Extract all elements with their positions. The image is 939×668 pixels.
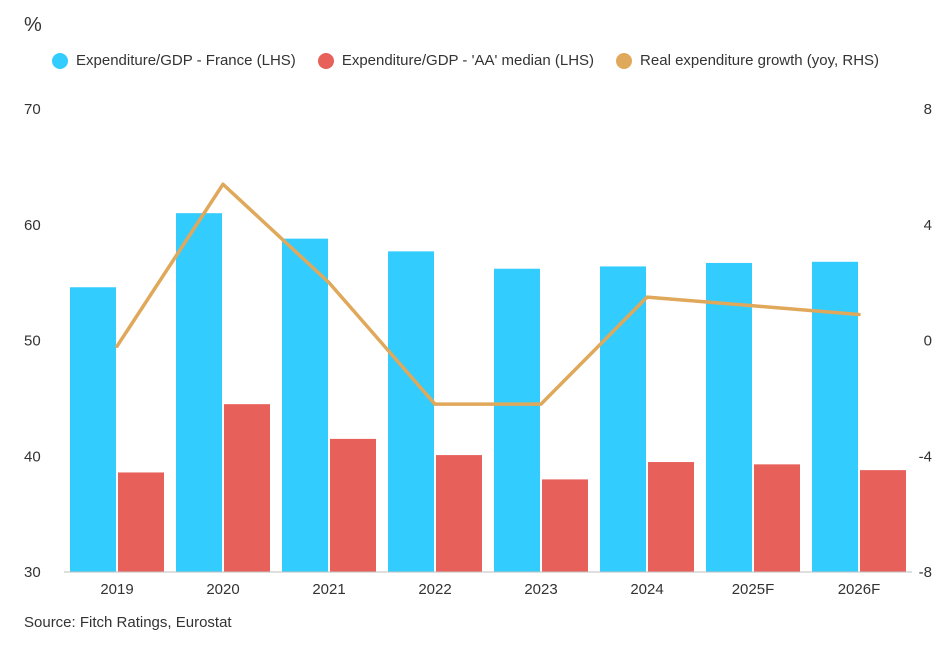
x-axis-tick-label: 2020 bbox=[206, 581, 239, 598]
x-axis-tick-label: 2024 bbox=[630, 581, 663, 598]
bar-france-2023[interactable] bbox=[494, 268, 540, 572]
bar-aa-median-2022[interactable] bbox=[436, 455, 482, 572]
real-growth-point-2026F[interactable] bbox=[857, 312, 861, 316]
real-growth-point-2023[interactable] bbox=[539, 402, 543, 406]
bar-france-2020[interactable] bbox=[176, 213, 222, 573]
legend-marker-france-icon bbox=[52, 52, 68, 69]
right-axis-tick-label: 4 bbox=[924, 217, 932, 234]
legend-marker-aa-median-icon bbox=[317, 52, 334, 69]
real-growth-line[interactable] bbox=[115, 182, 861, 406]
left-axis: 30 40 50 60 70 bbox=[24, 101, 41, 581]
bar-aa-median-2026F[interactable] bbox=[860, 470, 906, 572]
bar-france-2026F[interactable] bbox=[812, 261, 858, 572]
bar-france-2022[interactable] bbox=[388, 251, 434, 572]
left-axis-tick-label: 60 bbox=[24, 217, 41, 234]
x-axis: 2019 2020 2021 2022 2023 2024 2025F 2026F bbox=[100, 581, 880, 598]
left-axis-tick-label: 40 bbox=[24, 448, 41, 465]
bar-aa-median-2019[interactable] bbox=[118, 472, 164, 572]
left-axis-tick-label: 50 bbox=[24, 333, 41, 350]
y-axis-unit-label: % bbox=[24, 14, 42, 36]
legend-label-aa-median: Expenditure/GDP - 'AA' median (LHS) bbox=[341, 52, 595, 69]
bar-france-2024[interactable] bbox=[600, 266, 646, 572]
x-axis-tick-label: 2022 bbox=[418, 581, 451, 598]
right-axis-tick-label: -4 bbox=[919, 448, 932, 465]
x-axis-tick-label: 2026F bbox=[838, 581, 881, 598]
bar-france-2025F[interactable] bbox=[706, 262, 752, 572]
real-growth-point-2022[interactable] bbox=[433, 402, 437, 406]
legend-label-real-growth: Real expenditure growth (yoy, RHS) bbox=[640, 52, 880, 69]
real-growth-point-2020[interactable] bbox=[221, 182, 225, 186]
bars-group bbox=[70, 213, 906, 573]
right-axis-tick-label: 0 bbox=[924, 333, 932, 350]
source-note: Source: Fitch Ratings, Eurostat bbox=[24, 614, 232, 631]
x-axis-tick-label: 2025F bbox=[732, 581, 775, 598]
real-growth-point-2021[interactable] bbox=[327, 281, 331, 285]
growth-line-group bbox=[115, 182, 861, 406]
legend-item-france[interactable]: Expenditure/GDP - France (LHS) bbox=[52, 52, 296, 69]
x-axis-tick-label: 2023 bbox=[524, 581, 557, 598]
left-axis-tick-label: 30 bbox=[24, 564, 41, 581]
right-axis-tick-label: 8 bbox=[924, 101, 932, 118]
bar-aa-median-2023[interactable] bbox=[542, 479, 588, 572]
right-axis-tick-label: -8 bbox=[919, 564, 932, 581]
x-axis-tick-label: 2019 bbox=[100, 581, 133, 598]
bar-france-2021[interactable] bbox=[282, 238, 328, 572]
legend-item-aa-median[interactable]: Expenditure/GDP - 'AA' median (LHS) bbox=[317, 52, 595, 69]
legend-label-france: Expenditure/GDP - France (LHS) bbox=[76, 52, 296, 69]
left-axis-tick-label: 70 bbox=[24, 101, 41, 118]
real-growth-point-2024[interactable] bbox=[645, 295, 649, 299]
bar-aa-median-2025F[interactable] bbox=[754, 464, 800, 572]
bar-aa-median-2024[interactable] bbox=[648, 462, 694, 572]
x-axis-tick-label: 2021 bbox=[312, 581, 345, 598]
real-growth-point-2019[interactable] bbox=[115, 344, 119, 348]
real-growth-point-2025F[interactable] bbox=[751, 304, 755, 308]
bar-france-2019[interactable] bbox=[70, 287, 116, 572]
legend-item-real-growth[interactable]: Real expenditure growth (yoy, RHS) bbox=[616, 52, 879, 69]
legend-marker-real-growth-icon bbox=[616, 52, 633, 69]
chart-legend: Expenditure/GDP - France (LHS) Expenditu… bbox=[52, 52, 879, 69]
bar-aa-median-2020[interactable] bbox=[224, 404, 270, 572]
bar-aa-median-2021[interactable] bbox=[330, 438, 376, 572]
right-axis: -8 -4 0 4 8 bbox=[919, 101, 932, 581]
